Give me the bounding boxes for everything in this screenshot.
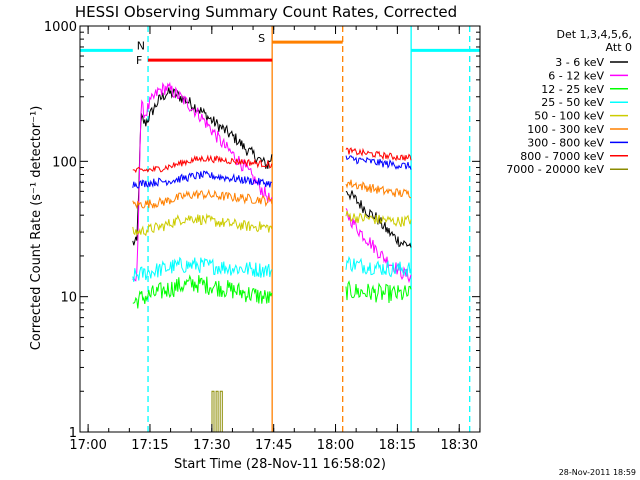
x-tick-label-3: 17:30: [193, 438, 230, 453]
x-tick-label-2: 17:15: [131, 438, 168, 453]
y-tick-label-3: 100: [52, 155, 77, 170]
legend-entry-1: 3 - 6 keV: [555, 56, 604, 69]
series-line-9-seg-1: [211, 390, 215, 432]
series-line-8-seg-1: [132, 154, 273, 174]
legend-entry-8: 800 - 7000 keV: [520, 150, 604, 163]
legend-entry-5: 50 - 100 keV: [534, 110, 604, 123]
series-line-9-seg-2: [215, 390, 219, 432]
y-axis-label: Corrected Count Rate (s⁻¹ detector⁻¹): [29, 106, 44, 351]
series-line-2-seg-2: [345, 208, 412, 284]
series-line-7-seg-1: [132, 170, 273, 189]
series-line-3-seg-2: [345, 280, 412, 304]
series-line-6-seg-2: [345, 179, 412, 199]
series-line-5-seg-1: [132, 213, 273, 237]
plot-frame: [79, 25, 481, 433]
x-tick-label-4: 17:45: [255, 438, 292, 453]
series-line-4-seg-2: [345, 255, 412, 278]
legend-entry-4: 25 - 50 keV: [541, 96, 604, 109]
state-bar-label-1: F: [136, 54, 142, 67]
series-line-8-seg-2: [345, 147, 412, 162]
legend-entry-3: 12 - 25 keV: [541, 83, 604, 96]
plot-layer: FNNS: [80, 26, 480, 432]
y-tick-label-1: 1: [69, 426, 77, 441]
series-line-1-seg-1: [132, 87, 273, 246]
x-tick-label-5: 18:00: [317, 438, 354, 453]
x-axis-label: Start Time (28-Nov-11 16:58:02): [174, 457, 386, 472]
legend-title-line-1: Det 1,3,4,5,6,: [556, 28, 632, 41]
legend-title-line-2: Att 0: [606, 41, 632, 54]
series-line-2-seg-1: [132, 81, 273, 282]
chart-title: HESSI Observing Summary Count Rates, Cor…: [75, 3, 457, 21]
legend-entry-2: 6 - 12 keV: [548, 69, 604, 82]
x-tick-label-1: 17:00: [69, 438, 106, 453]
x-tick-label-6: 18:15: [379, 438, 416, 453]
legend-entry-9: 7000 - 20000 keV: [506, 163, 604, 176]
axis-layer: 17:00 17:15 17:30 17:45 18:00 18:15 18:30 1 10 10…: [44, 20, 481, 453]
series-line-6-seg-1: [132, 188, 273, 210]
y-tick-label-4: 1000: [44, 20, 77, 35]
state-bar-label-2: N: [137, 39, 145, 52]
legend-entry-7: 300 - 800 keV: [527, 136, 604, 149]
state-bar-label-4: S: [258, 32, 265, 45]
x-tick-label-7: 18:30: [441, 438, 478, 453]
footer-timestamp: 28-Nov-2011 18:59: [559, 468, 636, 477]
series-line-7-seg-2: [345, 155, 412, 170]
legend-entry-6: 100 - 300 keV: [527, 123, 604, 136]
series-line-4-seg-1: [132, 256, 273, 282]
series-line-9-seg-3: [219, 390, 223, 432]
series-line-3-seg-1: [132, 274, 273, 309]
series-line-5-seg-2: [345, 210, 412, 227]
y-tick-label-2: 10: [60, 291, 77, 306]
